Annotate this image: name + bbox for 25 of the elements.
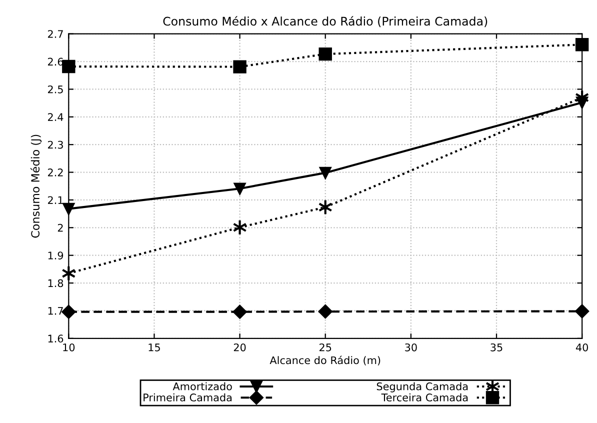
legend-label: Terceira Camada bbox=[381, 393, 468, 402]
y-tick-label: 1.9 bbox=[48, 252, 64, 260]
y-tick-label: 2.2 bbox=[48, 168, 63, 176]
y-tick-label: 1.7 bbox=[48, 307, 63, 315]
x-tick-label: 40 bbox=[576, 343, 588, 352]
x-tick-label: 25 bbox=[320, 343, 332, 352]
x-tick-label: 20 bbox=[234, 343, 246, 352]
x-tick-label: 30 bbox=[405, 343, 417, 352]
x-tick-label: 15 bbox=[148, 344, 160, 352]
y-tick-label: 2.3 bbox=[48, 140, 63, 149]
x-axis-title: Alcance do Rádio (m) bbox=[270, 356, 380, 366]
y-tick-label: 2.5 bbox=[48, 85, 63, 94]
y-tick-label: 2 bbox=[58, 224, 63, 232]
y-tick-label: 1.8 bbox=[48, 279, 64, 288]
y-tick-label: 2.7 bbox=[48, 30, 63, 38]
y-tick-label: 1.6 bbox=[48, 334, 64, 343]
y-tick-label: 2.1 bbox=[48, 196, 63, 204]
chart-title: Consumo Médio x Alcance do Rádio (Primeira Camada) bbox=[163, 16, 488, 28]
legend-label: Primeira Camada bbox=[144, 393, 232, 402]
y-tick-label: 2.4 bbox=[48, 113, 64, 121]
y-axis-title: Consumo Médio (J) bbox=[30, 134, 42, 238]
legend-label: Amortizado bbox=[172, 382, 232, 390]
legend-label: Segunda Camada bbox=[376, 382, 468, 392]
x-tick-label: 35 bbox=[490, 343, 502, 352]
x-tick-label: 10 bbox=[63, 343, 75, 352]
